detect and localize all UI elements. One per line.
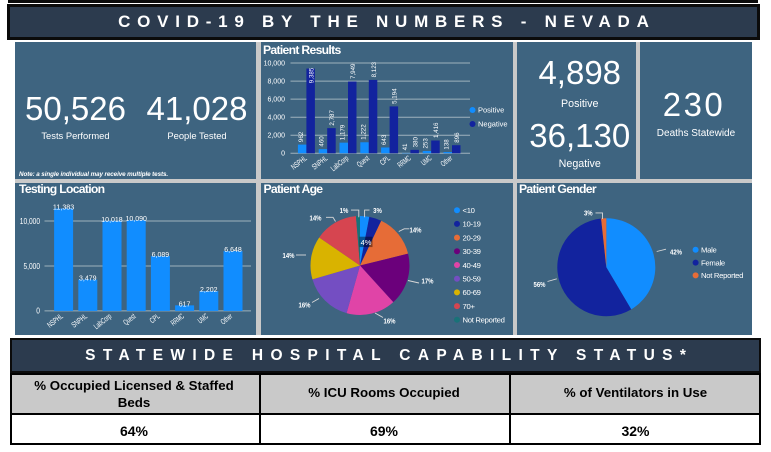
svg-text:6,648: 6,648 [224, 245, 242, 254]
svg-text:138: 138 [444, 139, 451, 149]
svg-text:3%: 3% [584, 209, 593, 218]
svg-text:CPL: CPL [378, 153, 392, 167]
svg-text:NSPHL: NSPHL [289, 153, 309, 171]
svg-text:0: 0 [281, 151, 285, 158]
svg-text:41: 41 [402, 143, 409, 150]
svg-text:16%: 16% [384, 317, 396, 326]
svg-text:8,000: 8,000 [267, 78, 285, 85]
svg-text:Other: Other [219, 312, 235, 327]
svg-text:5,000: 5,000 [24, 262, 41, 271]
svg-text:NSPHL: NSPHL [46, 311, 66, 329]
svg-text:RRMC: RRMC [396, 154, 413, 170]
svg-text:Negative: Negative [478, 120, 508, 129]
svg-text:10,090: 10,090 [126, 214, 147, 223]
svg-text:4,000: 4,000 [267, 115, 285, 122]
svg-text:RRMC: RRMC [169, 312, 186, 328]
svg-text:0: 0 [36, 307, 40, 316]
svg-text:962: 962 [298, 132, 305, 142]
svg-text:643: 643 [381, 135, 388, 145]
svg-text:460: 460 [319, 136, 326, 146]
svg-text:UMC: UMC [196, 312, 210, 326]
svg-text:896: 896 [454, 132, 461, 142]
svg-text:10-19: 10-19 [463, 220, 481, 229]
svg-text:1%: 1% [340, 206, 349, 215]
svg-text:Other: Other [439, 154, 455, 169]
svg-text:70+: 70+ [463, 302, 476, 311]
svg-text:50-59: 50-59 [463, 275, 481, 284]
svg-text:CPL: CPL [148, 311, 162, 325]
svg-text:20-29: 20-29 [463, 233, 481, 242]
svg-text:10,018: 10,018 [101, 215, 122, 224]
svg-text:10,000: 10,000 [264, 60, 286, 67]
svg-text:Quest: Quest [121, 311, 137, 327]
svg-text:10,000: 10,000 [20, 217, 41, 226]
svg-text:11,383: 11,383 [53, 203, 74, 212]
svg-text:6,089: 6,089 [152, 250, 170, 259]
svg-text:16%: 16% [299, 301, 311, 310]
svg-text:9,385: 9,385 [308, 68, 315, 84]
svg-text:SNPHL: SNPHL [70, 311, 90, 329]
svg-text:253: 253 [423, 138, 430, 148]
svg-text:1,222: 1,222 [360, 124, 367, 140]
svg-text:UMC: UMC [419, 154, 433, 168]
svg-text:Female: Female [701, 258, 725, 267]
svg-text:LabCorp: LabCorp [329, 153, 351, 173]
svg-text:14%: 14% [410, 226, 422, 235]
svg-text:Male: Male [701, 246, 716, 255]
svg-text:Quest: Quest [355, 153, 371, 169]
svg-text:2,202: 2,202 [200, 285, 218, 294]
svg-text:1,179: 1,179 [340, 125, 347, 141]
svg-text:3%: 3% [373, 206, 382, 215]
svg-text:Not Reported: Not Reported [463, 316, 505, 325]
svg-text:SNPHL: SNPHL [310, 153, 330, 171]
svg-text:17%: 17% [422, 277, 434, 286]
svg-text:30-39: 30-39 [463, 247, 481, 256]
svg-text:14%: 14% [310, 214, 322, 223]
svg-text:60-69: 60-69 [463, 288, 481, 297]
svg-text:<10: <10 [463, 206, 475, 215]
svg-text:5,194: 5,194 [392, 88, 399, 104]
svg-text:7,949: 7,949 [350, 63, 357, 79]
svg-text:Not Reported: Not Reported [701, 271, 743, 280]
svg-text:40-49: 40-49 [463, 261, 481, 270]
svg-text:2,000: 2,000 [267, 133, 285, 140]
svg-text:Positive: Positive [478, 106, 504, 115]
svg-text:42%: 42% [670, 248, 682, 257]
svg-text:1,416: 1,416 [433, 122, 440, 138]
svg-text:8,123: 8,123 [371, 62, 378, 78]
svg-text:617: 617 [179, 299, 191, 308]
svg-text:380: 380 [412, 137, 419, 147]
svg-text:3,479: 3,479 [79, 274, 97, 283]
svg-text:2,787: 2,787 [329, 110, 336, 126]
svg-text:LabCorp: LabCorp [92, 311, 114, 331]
svg-text:4%: 4% [361, 238, 372, 247]
svg-text:14%: 14% [283, 251, 295, 260]
svg-text:6,000: 6,000 [267, 96, 285, 103]
svg-text:56%: 56% [534, 280, 546, 289]
